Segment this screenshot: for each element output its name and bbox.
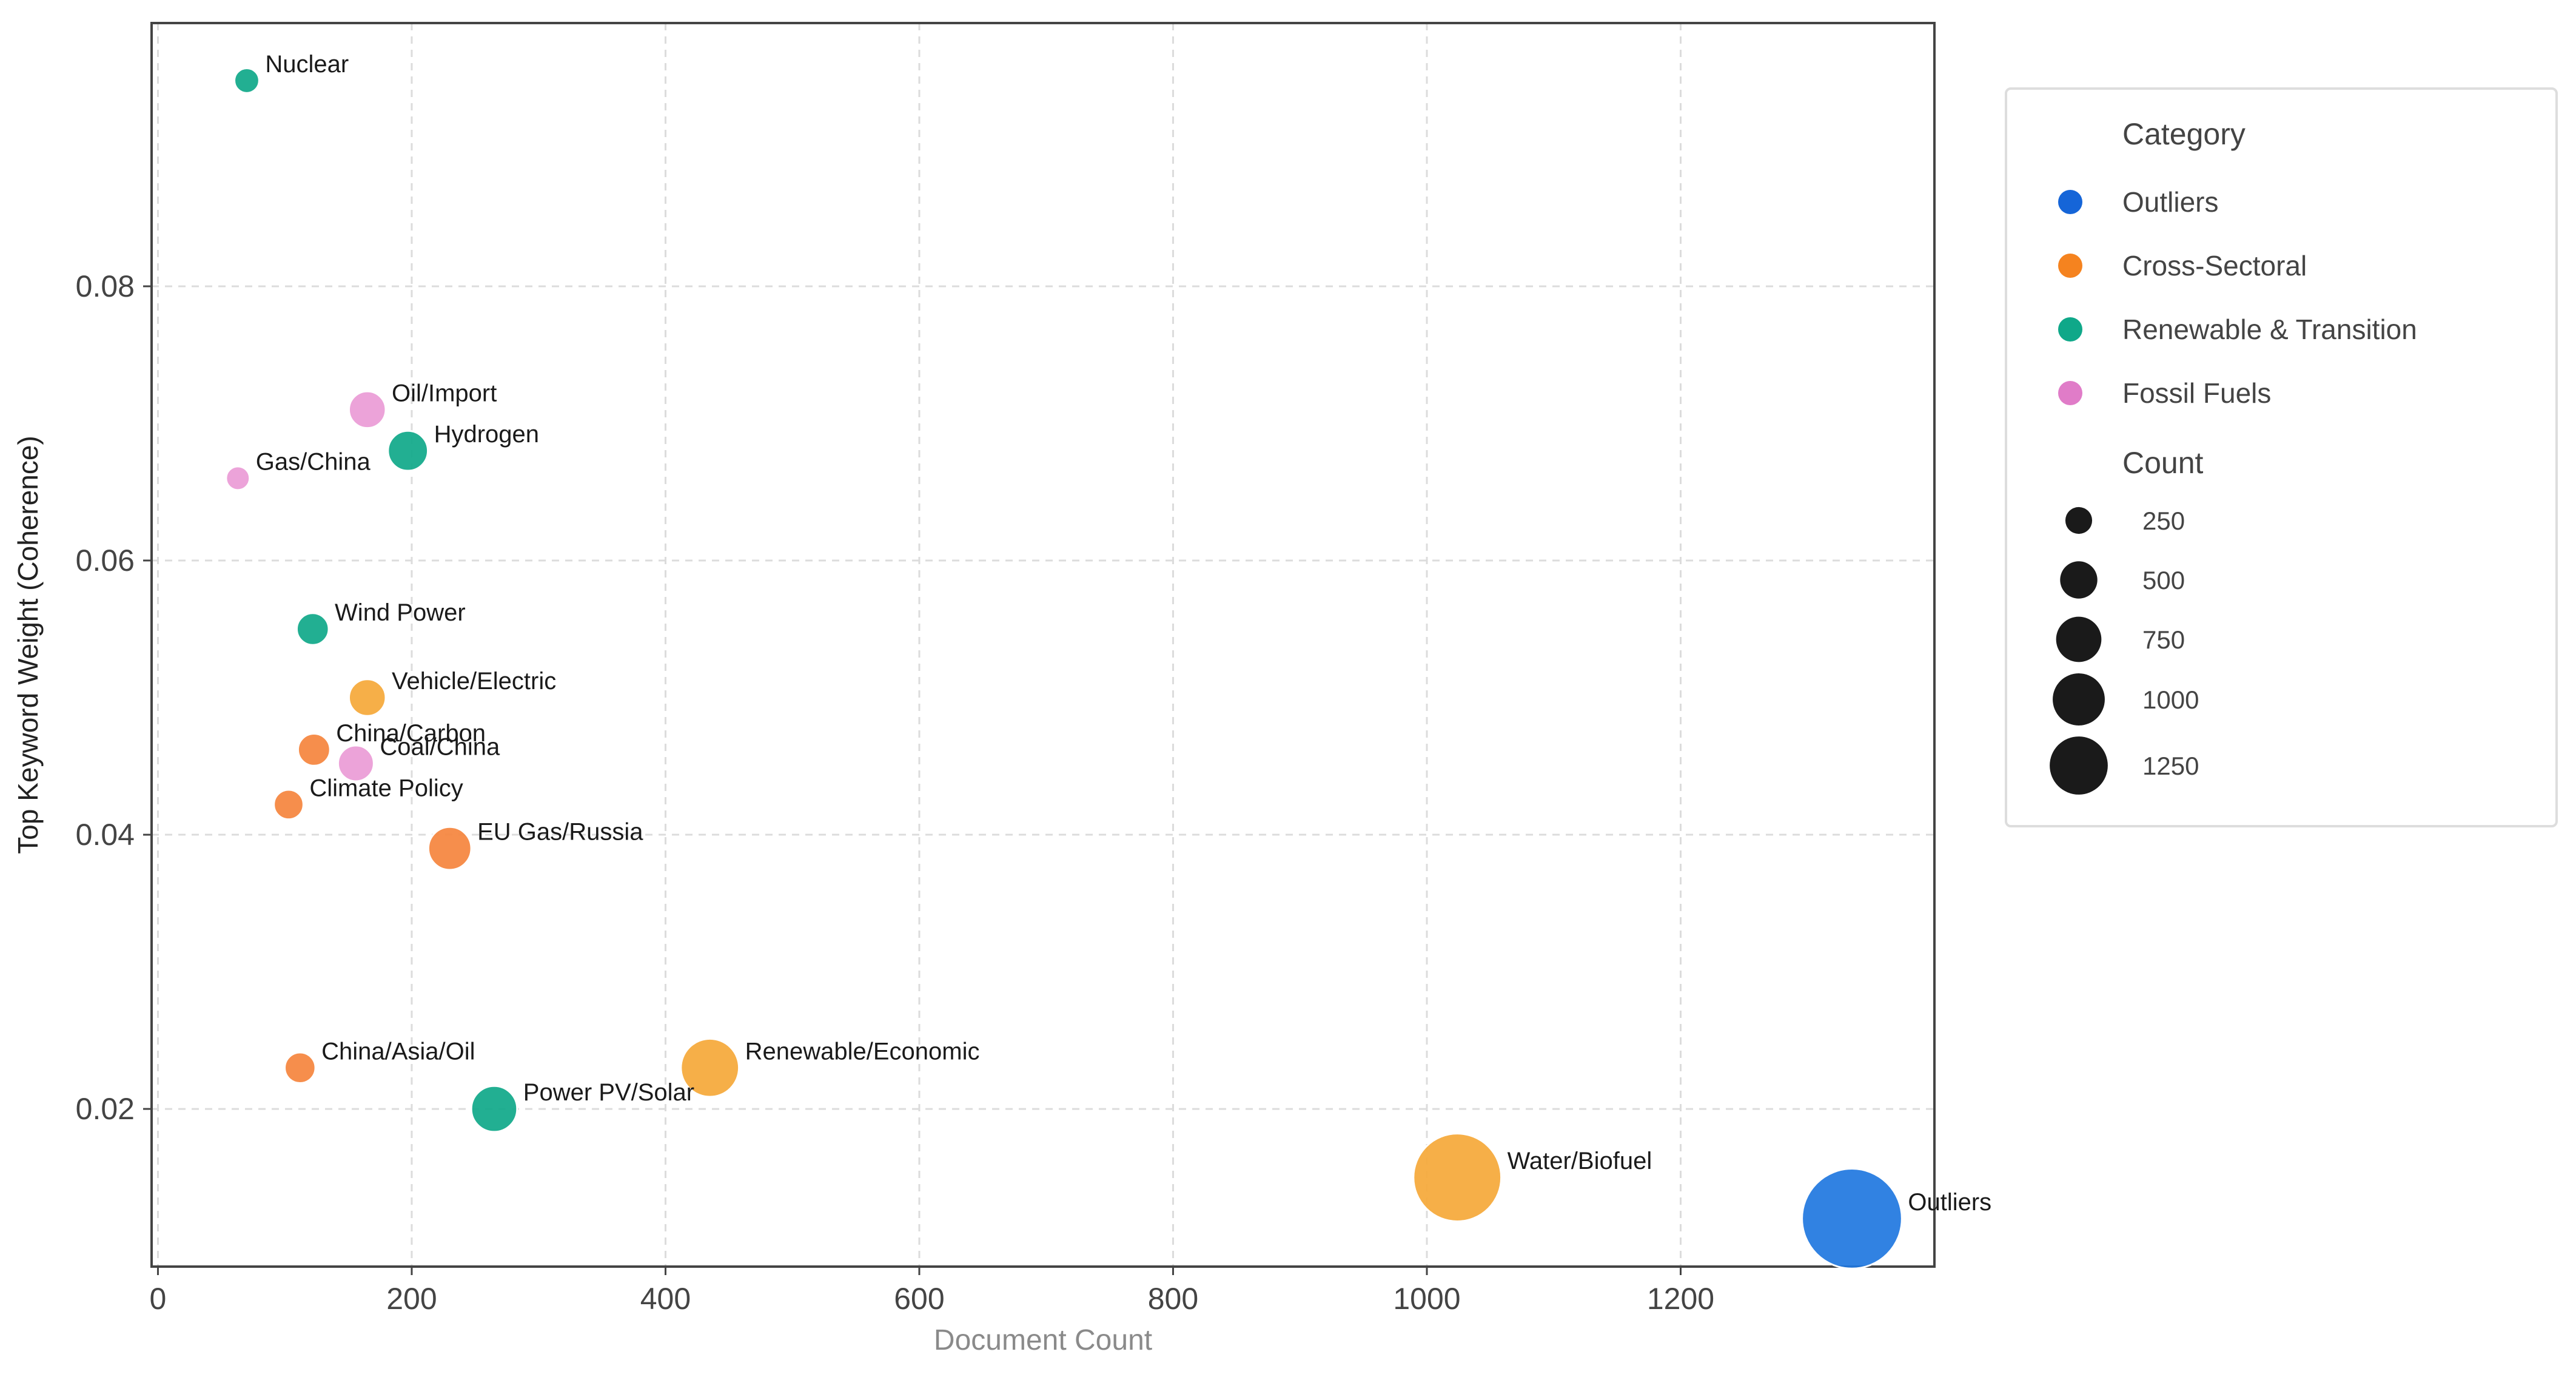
x-tick-label: 0 xyxy=(150,1282,167,1316)
data-point xyxy=(233,67,260,94)
legend-size-label: 750 xyxy=(2142,625,2185,654)
legend-category-entries: Outliers Cross-Sectoral Renewable & Transi… xyxy=(2058,186,2417,409)
data-point-label: Oil/Import xyxy=(392,380,497,406)
data-point-label: Vehicle/Electric xyxy=(392,668,556,695)
x-axis-title: Document Count xyxy=(934,1324,1152,1356)
legend-size-label: 250 xyxy=(2142,507,2185,535)
axis-ticks: 0 200 400 600 800 1000 1200 0.02 0.04 0.06 0.08 xyxy=(76,269,1714,1316)
y-axis-title: Top Keyword Weight (Coherence) xyxy=(12,436,44,853)
legend-category-label: Renewable & Transition xyxy=(2122,314,2417,345)
data-point-label: China/Asia/Oil xyxy=(321,1038,475,1065)
data-point-label: Gas/China xyxy=(256,448,371,475)
data-point xyxy=(680,1037,740,1098)
data-point xyxy=(347,390,387,429)
legend-size-marker xyxy=(2065,507,2093,534)
legend-size-title: Count xyxy=(2122,446,2204,480)
legend-size-label: 500 xyxy=(2142,566,2185,594)
data-point xyxy=(297,733,331,767)
data-point-label: Water/Biofuel xyxy=(1508,1148,1652,1174)
legend-category-marker xyxy=(2058,381,2082,405)
plot-area-frame xyxy=(150,22,1936,1268)
legend-category-marker xyxy=(2058,254,2082,278)
x-tick-label: 1200 xyxy=(1647,1282,1714,1316)
legend-size-label: 1000 xyxy=(2142,685,2199,714)
y-tick-label: 0.06 xyxy=(76,544,135,577)
legend-box xyxy=(2005,87,2558,827)
x-tick-label: 800 xyxy=(1148,1282,1198,1316)
legend-size-marker xyxy=(2050,736,2108,795)
legend-category-marker xyxy=(2058,190,2082,214)
data-point-label: Power PV/Solar xyxy=(523,1079,694,1106)
data-points xyxy=(225,67,1903,1270)
legend-size-marker xyxy=(2060,561,2098,599)
data-point xyxy=(225,465,251,491)
legend-category-label: Outliers xyxy=(2122,186,2218,218)
data-point xyxy=(337,744,375,783)
legend: Category Outliers Cross-Sectoral Renewable… xyxy=(2005,87,2558,827)
legend-category-marker xyxy=(2058,317,2082,342)
data-point xyxy=(470,1085,518,1133)
legend-size-marker xyxy=(2056,616,2102,662)
data-point xyxy=(387,429,429,472)
data-point xyxy=(295,612,330,646)
legend-category-title: Category xyxy=(2122,117,2246,151)
legend-category-label: Fossil Fuels xyxy=(2122,377,2271,409)
y-tick-label: 0.08 xyxy=(76,269,135,303)
data-point-label: China/Carbon xyxy=(336,720,486,747)
y-tick-label: 0.04 xyxy=(76,818,135,852)
data-point-label: Nuclear xyxy=(265,51,349,78)
legend-size-marker xyxy=(2053,673,2105,726)
data-point xyxy=(273,789,304,821)
grid-layer xyxy=(152,23,1934,1267)
data-point xyxy=(347,678,387,717)
data-point xyxy=(284,1051,317,1085)
data-point-label: Coal/China xyxy=(380,734,500,761)
x-tick-label: 600 xyxy=(894,1282,944,1316)
data-point-label: Climate Policy xyxy=(309,775,463,801)
data-point xyxy=(1412,1133,1503,1222)
x-tick-label: 200 xyxy=(386,1282,437,1316)
data-point-label: Wind Power xyxy=(335,599,466,626)
x-tick-label: 1000 xyxy=(1393,1282,1460,1316)
x-tick-label: 400 xyxy=(640,1282,691,1316)
data-point xyxy=(427,826,472,871)
data-point-label: Outliers xyxy=(1908,1189,1991,1216)
legend-size-entries: 250 500 750 1000 1250 xyxy=(2050,507,2199,795)
data-point-label: EU Gas/Russia xyxy=(477,819,643,846)
point-labels: Nuclear Oil/Import Hydrogen Gas/China Wind P… xyxy=(256,51,1991,1216)
y-tick-label: 0.02 xyxy=(76,1092,135,1126)
legend-category-label: Cross-Sectoral xyxy=(2122,250,2307,281)
legend-size-label: 1250 xyxy=(2142,752,2199,780)
data-point xyxy=(1801,1168,1903,1270)
data-point-label: Renewable/Economic xyxy=(745,1038,980,1065)
data-point-label: Hydrogen xyxy=(434,421,539,448)
